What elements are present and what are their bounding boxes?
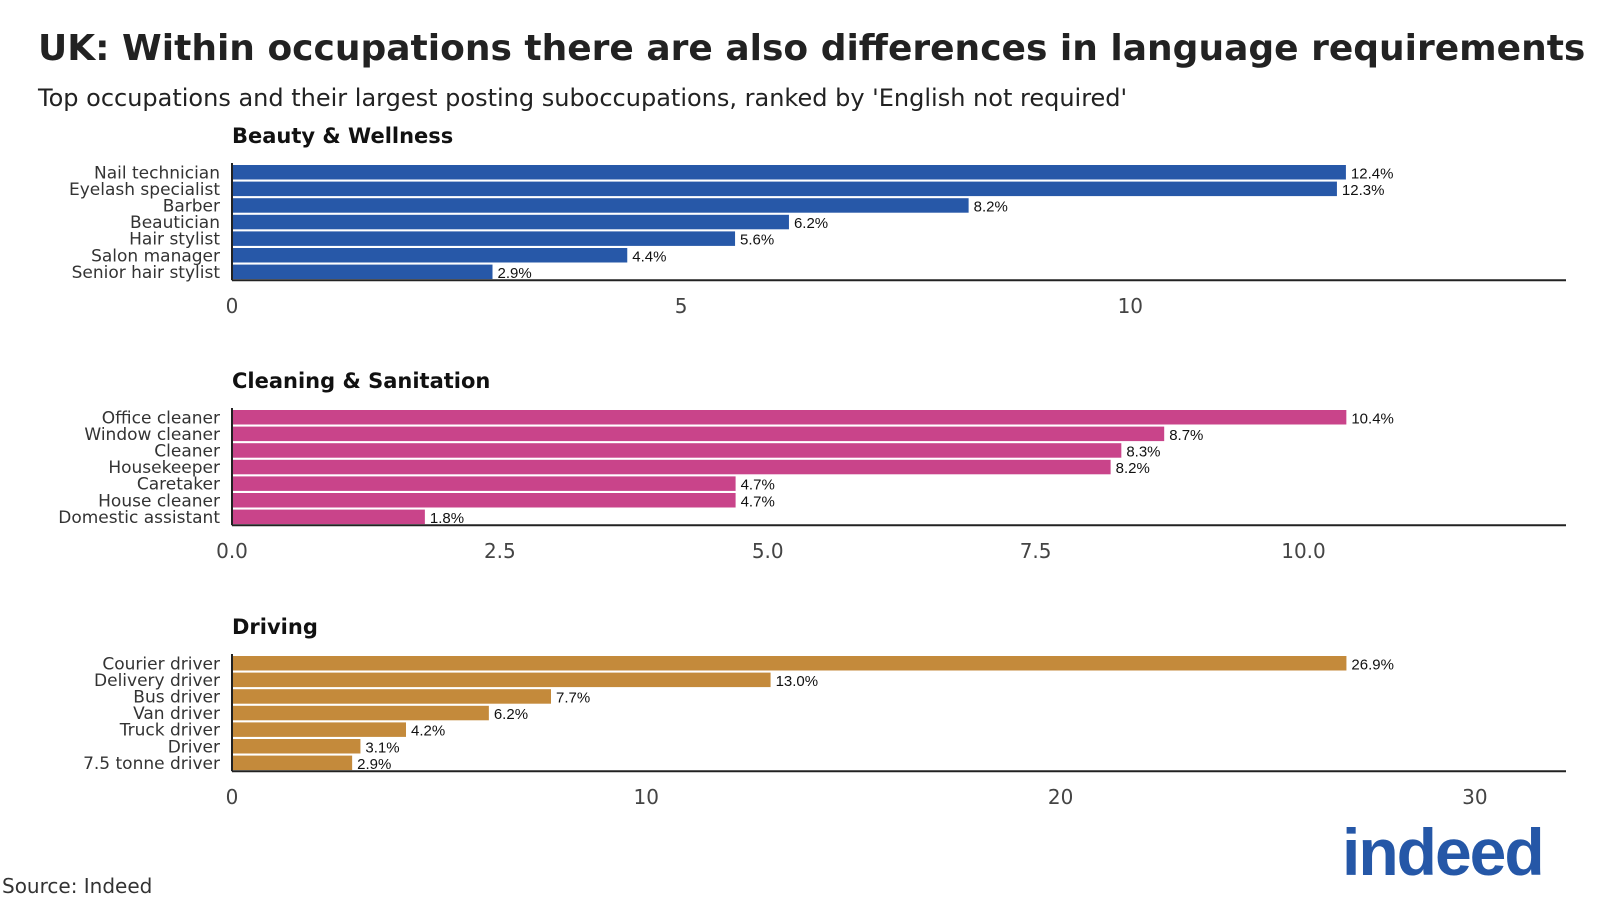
panel-title: Driving [232, 615, 318, 639]
category-label: Courier driver [102, 654, 220, 674]
category-label: Truck driver [119, 721, 220, 741]
panel-cleaning-sanitation: Cleaning & Sanitation Office cleaner 10.4%… [58, 369, 1566, 563]
bar [232, 231, 736, 246]
x-tick-label: 10 [1118, 294, 1143, 318]
category-label: Hair stylist [129, 230, 220, 250]
panel-driving: Driving Courier driver 26.9% Delivery drive… [83, 615, 1566, 809]
bar [232, 739, 361, 754]
indeed-logo: indeed [1342, 812, 1545, 892]
bar [232, 476, 736, 491]
panel-title: Beauty & Wellness [232, 124, 453, 148]
x-tick-label: 5.0 [752, 539, 784, 563]
category-label: Bus driver [133, 687, 220, 707]
value-label: 5.6% [740, 232, 774, 249]
value-label: 12.3% [1342, 182, 1385, 199]
bar [232, 426, 1165, 442]
category-label: Salon manager [91, 246, 220, 266]
x-tick-label: 2.5 [484, 539, 516, 563]
panel-title: Cleaning & Sanitation [232, 369, 490, 393]
category-label: 7.5 tonne driver [83, 754, 220, 774]
category-label: Window cleaner [84, 425, 220, 445]
value-label: 13.0% [776, 673, 819, 690]
bar [232, 181, 1337, 197]
x-tick-label: 7.5 [1020, 539, 1052, 563]
category-label: Van driver [133, 704, 220, 724]
x-tick-label: 20 [1048, 785, 1073, 809]
value-label: 6.2% [794, 215, 828, 232]
bar [232, 509, 425, 525]
category-label: Cleaner [154, 441, 220, 461]
category-label: Delivery driver [94, 671, 220, 691]
logo-wordmark: indeed [1342, 815, 1545, 889]
bar [232, 214, 789, 230]
value-label: 12.4% [1351, 165, 1394, 182]
x-tick-label: 5 [675, 294, 688, 318]
x-tick-label: 30 [1462, 785, 1487, 809]
bar [232, 459, 1111, 475]
bar [232, 656, 1347, 671]
bar [232, 722, 406, 737]
bar [232, 755, 353, 771]
value-label: 4.7% [741, 477, 775, 494]
category-label: Domestic assistant [58, 508, 220, 528]
x-tick-label: 10 [634, 785, 659, 809]
bar [232, 493, 736, 508]
category-label: Driver [168, 737, 220, 757]
chart-title: UK: Within occupations there are also di… [38, 28, 1586, 69]
category-label: Caretaker [137, 475, 220, 495]
source-note: Source: Indeed [2, 874, 153, 898]
bar [232, 672, 771, 688]
value-label: 4.4% [632, 248, 666, 265]
category-label: Housekeeper [108, 458, 220, 478]
value-label: 1.8% [430, 510, 464, 527]
category-label: Beautician [130, 213, 220, 233]
value-label: 8.7% [1169, 427, 1203, 444]
x-tick-label: 0.0 [216, 539, 248, 563]
category-label: Senior hair stylist [72, 263, 221, 283]
value-label: 10.4% [1351, 410, 1394, 427]
bar [232, 165, 1346, 180]
category-label: Office cleaner [102, 408, 220, 428]
value-label: 8.3% [1126, 443, 1160, 460]
value-label: 2.9% [498, 265, 532, 282]
value-label: 4.2% [411, 723, 445, 740]
chart-subtitle: Top occupations and their largest postin… [38, 84, 1128, 112]
category-label: House cleaner [98, 491, 220, 511]
bar [232, 264, 493, 280]
category-label: Nail technician [94, 163, 220, 183]
value-label: 6.2% [494, 706, 528, 723]
bar [232, 705, 489, 721]
category-label: Barber [163, 196, 220, 216]
x-tick-label: 0 [226, 294, 239, 318]
category-label: Eyelash specialist [69, 180, 220, 200]
value-label: 7.7% [556, 689, 590, 706]
value-label: 8.2% [1116, 460, 1150, 477]
value-label: 8.2% [974, 198, 1008, 215]
value-label: 3.1% [365, 739, 399, 756]
x-tick-label: 0 [226, 785, 239, 809]
x-tick-label: 10.0 [1281, 539, 1326, 563]
bar [232, 198, 969, 213]
panel-beauty-wellness: Beauty & Wellness Nail technician 12.4% Eye… [69, 124, 1566, 318]
bar [232, 410, 1347, 425]
bar [232, 443, 1122, 458]
value-label: 4.7% [741, 493, 775, 510]
bar [232, 248, 628, 263]
value-label: 26.9% [1351, 656, 1394, 673]
bar [232, 689, 551, 704]
value-label: 2.9% [357, 756, 391, 773]
